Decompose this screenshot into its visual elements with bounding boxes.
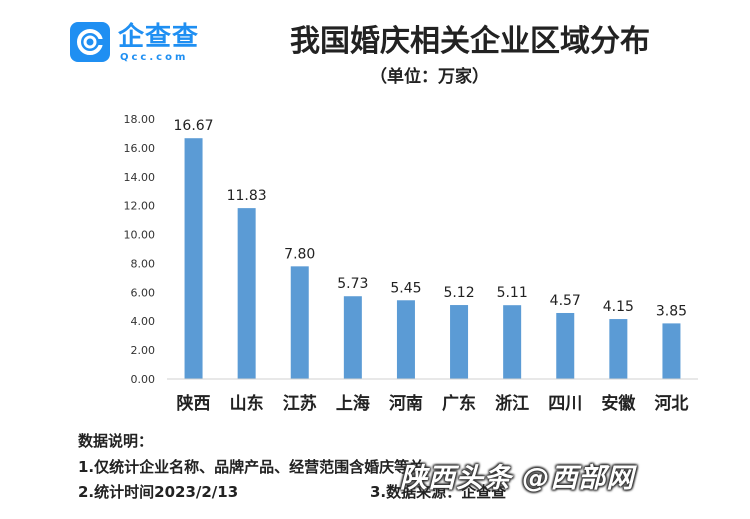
bar — [396, 300, 415, 379]
y-tick-label: 14.00 — [124, 171, 156, 184]
bar — [450, 305, 469, 379]
chart-title: 我国婚庆相关企业区域分布 — [290, 24, 650, 59]
y-tick-label: 8.00 — [131, 257, 156, 270]
value-label: 5.11 — [497, 285, 528, 301]
x-tick-label: 广东 — [442, 393, 476, 414]
bar — [556, 312, 575, 379]
brand-domain: Qcc.com — [120, 52, 189, 63]
value-label: 5.45 — [390, 280, 421, 296]
x-tick-label: 陕西 — [177, 393, 211, 414]
value-label: 5.73 — [337, 276, 368, 292]
notes-line-3: 3.数据来源：企查查 — [370, 483, 507, 501]
value-label: 5.12 — [443, 285, 474, 301]
bars — [184, 138, 681, 379]
brand-name: 企查查 — [118, 22, 200, 52]
y-tick-label: 6.00 — [131, 286, 156, 299]
y-tick-label: 16.00 — [124, 142, 156, 155]
watermark: 陕西头条 @西部网 — [400, 463, 635, 494]
chart-subtitle: （单位：万家） — [370, 67, 489, 87]
y-axis-ticks: 0.00 2.00 4.00 6.00 8.00 10.00 12.00 14.00 16.00… — [124, 113, 156, 386]
x-tick-label: 四川 — [548, 394, 582, 414]
x-tick-label: 上海 — [336, 393, 370, 414]
value-label: 4.57 — [550, 293, 581, 309]
bar — [503, 305, 522, 379]
bar — [290, 266, 309, 379]
notes-line-2: 2.统计时间2023/2/13 — [78, 483, 239, 501]
value-label: 16.67 — [174, 118, 214, 134]
y-tick-label: 18.00 — [124, 113, 156, 126]
qcc-logo-icon — [70, 22, 110, 62]
x-tick-label: 河南 — [389, 393, 423, 414]
value-label: 4.15 — [603, 299, 634, 315]
y-tick-label: 2.00 — [131, 344, 156, 357]
x-axis-labels: 陕西 山东 江苏 上海 河南 广东 浙江 四川 安徽 河北 — [177, 393, 689, 414]
bar — [609, 319, 628, 379]
x-tick-label: 浙江 — [495, 393, 529, 414]
bar — [662, 323, 681, 379]
notes-line-1: 1.仅统计企业名称、品牌产品、经营范围含婚庆等关 — [78, 458, 425, 476]
value-label: 3.85 — [656, 303, 687, 319]
y-tick-label: 4.00 — [131, 315, 156, 328]
x-tick-label: 河北 — [654, 394, 688, 414]
y-tick-label: 12.00 — [124, 200, 156, 213]
value-labels: 16.67 11.83 7.80 5.73 5.45 5.12 5.11 4.57 4.15 3.… — [174, 118, 688, 319]
bar — [184, 138, 203, 379]
x-tick-label: 安徽 — [601, 393, 636, 414]
y-tick-label: 0.00 — [131, 373, 156, 386]
bar — [237, 208, 256, 379]
x-tick-label: 山东 — [230, 393, 264, 414]
bar — [343, 296, 362, 379]
value-label: 11.83 — [227, 188, 267, 204]
value-label: 7.80 — [284, 246, 315, 262]
notes-title: 数据说明： — [78, 432, 154, 450]
y-tick-label: 10.00 — [124, 229, 156, 242]
qcc-logo: 企查查 Qcc.com — [70, 22, 220, 63]
x-tick-label: 江苏 — [283, 393, 317, 414]
